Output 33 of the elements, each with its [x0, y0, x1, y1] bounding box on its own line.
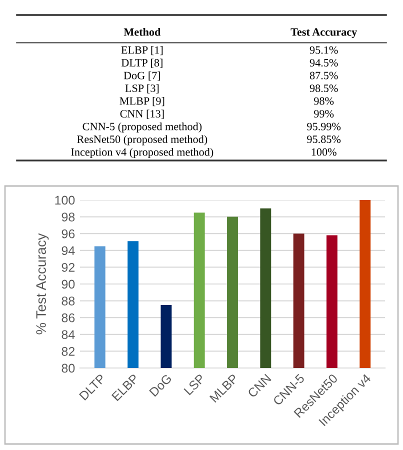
- y-tick-label: 94: [62, 246, 75, 256]
- y-tick-label: 84: [62, 330, 75, 340]
- text: 95.85%: [307, 136, 341, 144]
- text: 99%: [314, 110, 334, 118]
- y-tick-label: 80: [62, 364, 75, 373]
- category-label: CNN-5 (proposed method): [82, 122, 202, 133]
- category-label: LSP [3]: [125, 84, 159, 94]
- text: Test Accuracy: [290, 28, 358, 38]
- text: 87.5%: [310, 72, 338, 80]
- category-label: MLBP [9]: [120, 96, 164, 106]
- category-label: DoG [7]: [124, 71, 160, 81]
- text: Method: [124, 28, 161, 36]
- y-tick-label: 90: [62, 280, 75, 289]
- category-label: ELBP [1]: [121, 46, 163, 56]
- x-tick-label: LSP: [184, 374, 206, 396]
- category-label: DLTP [8]: [121, 58, 162, 68]
- y-tick-label: 96: [62, 229, 75, 238]
- text: 98%: [314, 97, 334, 105]
- category-label: CNN [13]: [120, 110, 164, 119]
- y-tick-label: 98: [62, 212, 75, 222]
- y-tick-label: 100: [55, 196, 75, 205]
- text: 95.1%: [310, 46, 338, 54]
- y-tick-label: 86: [62, 313, 75, 322]
- text: 100%: [312, 148, 336, 156]
- y-tick-label: 88: [62, 296, 75, 306]
- category-label: ResNet50 (proposed method): [77, 135, 208, 146]
- y-tick-label: 92: [62, 263, 75, 272]
- text: 94.5%: [310, 59, 338, 67]
- text: 95.99%: [307, 122, 341, 130]
- text: 98.5%: [310, 84, 338, 92]
- y-tick-label: 82: [62, 347, 75, 356]
- category-label: Inception v4 (proposed method): [71, 148, 214, 158]
- y-axis-title: % Test Accuracy: [36, 233, 49, 334]
